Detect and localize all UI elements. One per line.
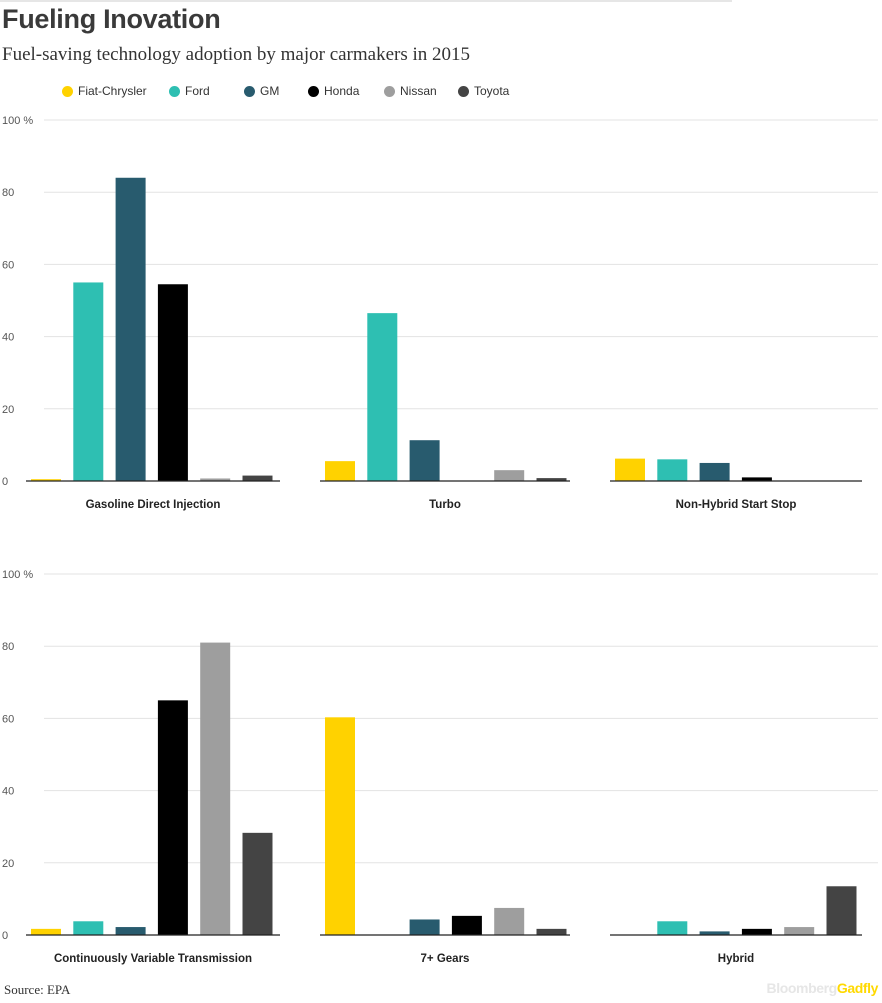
bar-gasoline-direct-injection-honda — [157, 284, 188, 481]
legend-label: Toyota — [474, 84, 510, 98]
legend-swatch — [458, 85, 469, 97]
legend-label: Honda — [324, 84, 360, 98]
chart-subtitle: Fuel-saving technology adoption by major… — [2, 44, 471, 65]
legend-item-gm: GM — [244, 84, 279, 98]
bar-non-hybrid-start-stop-honda — [741, 477, 772, 481]
bar-hybrid-honda — [741, 928, 772, 935]
y-tick-label: 20 — [2, 404, 14, 416]
legend-swatch — [169, 85, 180, 97]
legend-swatch — [244, 85, 255, 97]
legend-swatch — [308, 85, 319, 97]
category-label: Non-Hybrid Start Stop — [676, 499, 797, 511]
bar-continuously-variable-transmission-toyota — [242, 832, 273, 935]
y-tick-label: 20 — [2, 858, 14, 870]
bar-non-hybrid-start-stop-gm — [699, 462, 730, 481]
y-tick-label: 60 — [2, 713, 14, 725]
y-tick-label: 0 — [2, 476, 8, 488]
category-label: Hybrid — [718, 953, 754, 965]
top-divider — [0, 0, 732, 2]
legend-item-toyota: Toyota — [458, 84, 509, 98]
chart-title: Fueling Inovation — [2, 4, 221, 34]
bar-continuously-variable-transmission-gm — [115, 927, 146, 935]
category-label: Gasoline Direct Injection — [86, 499, 221, 511]
bar-gasoline-direct-injection-nissan — [200, 478, 231, 481]
legend-label: Nissan — [400, 84, 437, 98]
bar-7-gears-fiat-chrysler — [325, 717, 355, 935]
bar-7-gears-honda — [451, 915, 482, 935]
category-label: 7+ Gears — [421, 953, 470, 965]
bar-turbo-ford — [367, 313, 398, 481]
legend-item-fiat-chrysler: Fiat-Chrysler — [62, 84, 147, 98]
bar-gasoline-direct-injection-ford — [73, 282, 104, 481]
bar-gasoline-direct-injection-fiat-chrysler — [31, 479, 61, 481]
y-tick-label: 80 — [2, 641, 14, 653]
y-tick-label: 0 — [2, 930, 8, 942]
bar-continuously-variable-transmission-nissan — [200, 642, 231, 935]
bar-turbo-fiat-chrysler — [325, 461, 355, 481]
bar-turbo-toyota — [536, 478, 567, 481]
bar-continuously-variable-transmission-fiat-chrysler — [31, 928, 61, 935]
bar-7-gears-gm — [409, 919, 440, 935]
bar-gasoline-direct-injection-gm — [115, 177, 146, 481]
bar-hybrid-gm — [699, 931, 730, 935]
bar-hybrid-ford — [657, 921, 688, 935]
legend-label: GM — [260, 84, 280, 98]
category-label: Continuously Variable Transmission — [54, 953, 252, 965]
bar-hybrid-toyota — [826, 886, 857, 935]
source-note: Source: EPA — [4, 982, 71, 997]
legend-item-nissan: Nissan — [384, 84, 437, 98]
bar-continuously-variable-transmission-honda — [157, 700, 188, 935]
category-label: Turbo — [429, 499, 461, 511]
bar-non-hybrid-start-stop-ford — [657, 459, 688, 481]
y-tick-label: 100 % — [2, 115, 33, 127]
legend-swatch — [62, 85, 73, 97]
y-tick-label: 40 — [2, 332, 14, 344]
legend-label: Fiat-Chrysler — [78, 84, 147, 98]
y-tick-label: 60 — [2, 259, 14, 271]
bar-continuously-variable-transmission-ford — [73, 921, 104, 935]
legend-swatch — [384, 85, 395, 97]
bar-7-gears-nissan — [494, 907, 525, 935]
y-tick-label: 100 % — [2, 569, 33, 581]
bar-turbo-gm — [409, 440, 440, 481]
legend-item-honda: Honda — [308, 84, 359, 98]
brand-logo: BloombergGadfly — [766, 980, 879, 996]
bar-7-gears-toyota — [536, 928, 567, 935]
bar-non-hybrid-start-stop-fiat-chrysler — [615, 458, 645, 481]
legend-item-ford: Ford — [169, 84, 210, 98]
legend-label: Ford — [185, 84, 210, 98]
bar-gasoline-direct-injection-toyota — [242, 475, 273, 481]
y-tick-label: 80 — [2, 187, 14, 199]
bar-turbo-nissan — [494, 470, 525, 481]
bar-hybrid-nissan — [784, 927, 815, 935]
y-tick-label: 40 — [2, 786, 14, 798]
